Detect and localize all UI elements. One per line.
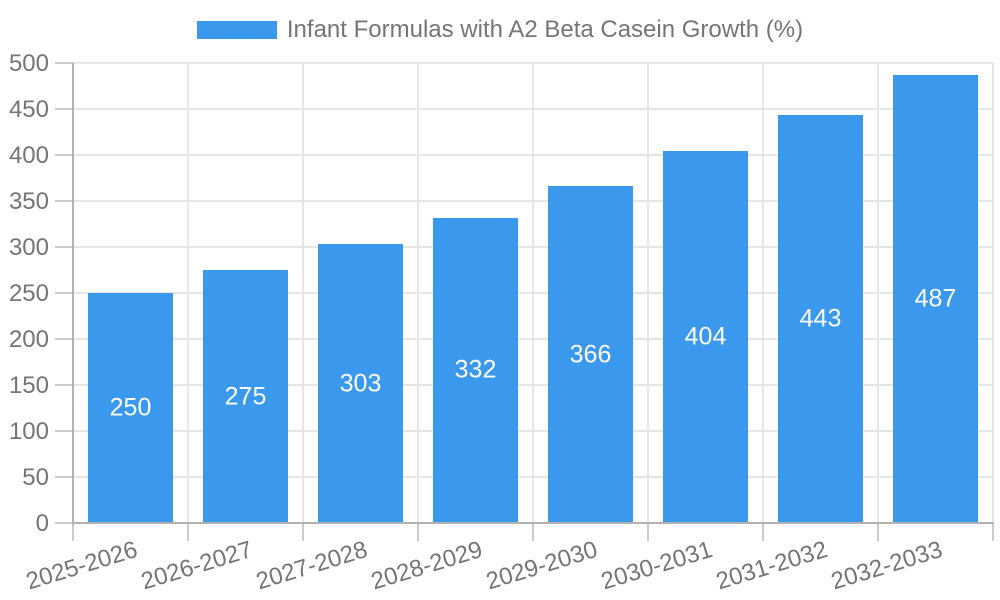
y-axis-line [72,63,74,525]
bar-value-label: 366 [569,340,612,369]
y-tick [55,476,73,478]
y-tick-label: 100 [8,418,49,445]
bar[interactable]: 275 [203,270,288,523]
bar[interactable]: 250 [88,293,173,523]
bar[interactable]: 487 [893,74,978,523]
x-gridline [187,63,189,523]
y-tick [55,62,73,64]
bar-value-label: 487 [914,284,957,313]
x-tick [762,523,764,541]
x-tick [532,523,534,541]
x-gridline [532,63,534,523]
bar[interactable]: 303 [318,244,403,523]
y-tick-label: 350 [8,188,49,215]
bar-value-label: 404 [684,322,727,351]
bar[interactable]: 404 [663,151,748,523]
bar-value-label: 332 [454,355,497,384]
x-tick [417,523,419,541]
y-tick-label: 0 [35,510,49,537]
y-tick [55,338,73,340]
bar-value-label: 250 [109,393,152,422]
bar-value-label: 275 [224,382,267,410]
x-tick [302,523,304,541]
legend-swatch [196,21,277,39]
x-gridline [302,63,304,523]
x-axis-line [72,522,994,524]
x-tick [992,523,994,541]
bar-value-label: 443 [799,304,842,333]
y-tick [55,200,73,202]
y-tick [55,430,73,432]
y-tick-label: 250 [8,280,49,307]
x-gridline [992,63,994,523]
legend-label: Infant Formulas with A2 Beta Casein Grow… [286,16,804,43]
y-tick [55,522,73,524]
y-tick [55,292,73,294]
y-tick-label: 150 [8,372,49,399]
y-tick [55,154,73,156]
y-tick-label: 300 [8,234,49,261]
bar-value-label: 303 [339,369,382,398]
x-tick [647,523,649,541]
x-tick [72,523,74,541]
x-gridline [417,63,419,523]
x-tick [877,523,879,541]
x-gridline [762,63,764,523]
y-tick [55,384,73,386]
bar[interactable]: 332 [433,217,518,523]
bar[interactable]: 443 [778,115,863,523]
y-tick-label: 500 [8,50,49,77]
legend[interactable]: Infant Formulas with A2 Beta Casein Grow… [0,14,1000,46]
x-tick [187,523,189,541]
y-tick-label: 400 [8,142,49,169]
y-tick [55,246,73,248]
bar[interactable]: 366 [548,186,633,523]
x-gridline [647,63,649,523]
y-tick-label: 200 [8,326,49,353]
x-gridline [877,63,879,523]
y-tick-label: 450 [8,96,49,123]
y-tick [55,108,73,110]
y-tick-label: 50 [22,464,49,491]
